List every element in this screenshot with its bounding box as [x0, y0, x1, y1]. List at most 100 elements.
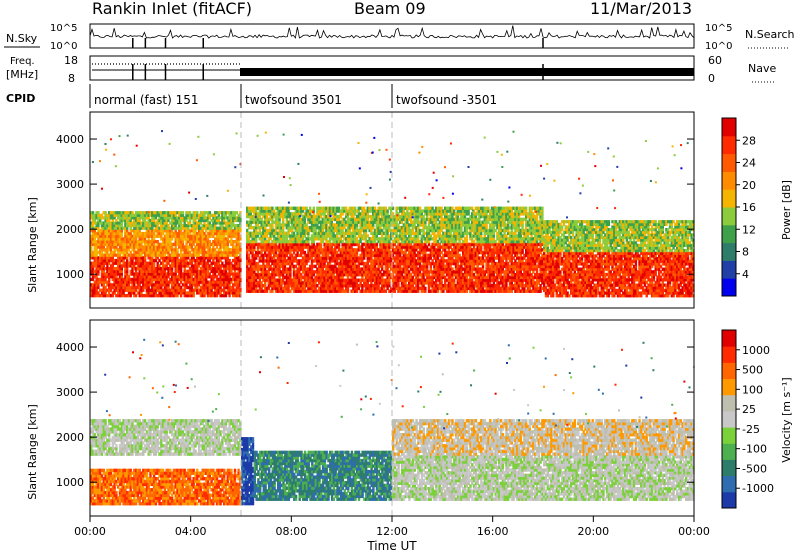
heatmap-cell — [203, 256, 206, 260]
heatmap-cell — [133, 253, 136, 257]
nave-tick-top: 60 — [708, 54, 722, 67]
heatmap-cell — [133, 234, 136, 238]
heatmap-cell — [239, 294, 242, 298]
heatmap-cell — [133, 256, 136, 260]
heatmap-cell — [205, 291, 208, 295]
heatmap-cell — [145, 231, 149, 236]
heatmap-cell — [185, 242, 188, 246]
heatmap-cell — [140, 240, 143, 244]
heatmap-cell — [154, 253, 158, 257]
heatmap-cell — [212, 277, 215, 282]
heatmap-cell — [197, 288, 201, 292]
heatmap-cell — [100, 261, 104, 265]
heatmap-cell — [140, 291, 143, 295]
cpid-row: normal (fast) 151 twofsound 3501 twofsound… — [89, 84, 497, 108]
heatmap-cell — [122, 285, 125, 290]
heatmap-cell — [176, 237, 179, 241]
heatmap-cell — [93, 240, 96, 244]
heatmap-cell — [120, 240, 123, 244]
heatmap-cell — [215, 267, 219, 271]
heatmap-cell — [181, 248, 185, 252]
heatmap-cell — [156, 269, 159, 273]
heatmap-cell — [126, 231, 129, 236]
heatmap-cell — [145, 248, 149, 252]
heatmap-cell — [219, 283, 222, 287]
heatmap-cell — [156, 272, 159, 276]
heatmap-cell — [239, 277, 242, 282]
heatmap-cell — [169, 272, 172, 276]
heatmap-cell — [124, 242, 127, 246]
heatmap-cell — [206, 267, 210, 271]
heatmap-cell — [228, 272, 231, 276]
heatmap-cell — [161, 280, 165, 284]
heatmap-cell — [142, 267, 145, 271]
heatmap-cell — [237, 280, 240, 284]
heatmap-cell — [205, 269, 208, 273]
heatmap-cell — [93, 261, 96, 265]
heatmap-cell — [99, 242, 102, 246]
heatmap-cell — [97, 231, 100, 236]
heatmap-cell — [127, 245, 131, 249]
heatmap-cell — [124, 267, 127, 271]
heatmap-cell — [142, 240, 145, 244]
heatmap-cell — [228, 258, 231, 263]
heatmap-cell — [161, 275, 165, 279]
heatmap-cell — [194, 258, 197, 263]
heatmap-cell — [163, 291, 167, 295]
heatmap-cell — [134, 269, 138, 273]
heatmap-cell — [169, 234, 172, 238]
heatmap-cell — [152, 264, 156, 268]
heatmap-cell — [156, 229, 159, 233]
heatmap-cell — [134, 272, 138, 276]
heatmap-cell — [167, 253, 170, 257]
heatmap-cell — [108, 272, 111, 276]
heatmap-cell — [219, 291, 222, 295]
heatmap-cell — [102, 283, 105, 287]
heatmap-cell — [129, 285, 132, 290]
heatmap-cell — [210, 291, 213, 295]
heatmap-cell — [154, 229, 158, 233]
heatmap-cell — [170, 272, 174, 276]
heatmap-cell — [151, 240, 154, 244]
heatmap-cell — [149, 264, 152, 268]
heatmap-cell — [126, 261, 129, 265]
heatmap-cell — [179, 250, 183, 255]
heatmap-cell — [149, 258, 152, 263]
heatmap-cell — [124, 272, 127, 276]
heatmap-cell — [100, 245, 104, 249]
heatmap-cell — [136, 245, 140, 249]
heatmap-cell — [212, 272, 215, 276]
heatmap-cell — [226, 258, 229, 263]
heatmap-cell — [142, 272, 145, 276]
heatmap-cell — [215, 275, 219, 279]
heatmap-cell — [149, 283, 152, 287]
heatmap-cell — [127, 240, 131, 244]
heatmap-cell — [151, 267, 154, 271]
heatmap-cell — [99, 267, 102, 271]
heatmap-cell — [145, 234, 149, 238]
heatmap-cell — [176, 248, 179, 252]
heatmap-cell — [239, 258, 242, 263]
heatmap-cell — [100, 277, 104, 282]
heatmap-cell — [99, 229, 102, 233]
heatmap-cell — [215, 269, 219, 273]
heatmap-cell — [133, 285, 136, 290]
heatmap-cell — [161, 264, 165, 268]
heatmap-cell — [165, 291, 168, 295]
cpid-segment-label: twofsound -3501 — [396, 93, 497, 107]
heatmap-cell — [183, 261, 186, 265]
heatmap-cell — [165, 283, 168, 287]
heatmap-cell — [174, 256, 177, 260]
heatmap-cell — [126, 264, 129, 268]
heatmap-cell — [158, 272, 161, 276]
heatmap-cell — [93, 231, 96, 236]
heatmap-cell — [95, 250, 98, 255]
heatmap-cell — [192, 256, 195, 260]
heatmap-cell — [214, 261, 217, 265]
heatmap-cell — [126, 248, 129, 252]
heatmap-cell — [237, 294, 240, 298]
heatmap-cell — [219, 269, 222, 273]
heatmap-cell — [194, 277, 197, 282]
heatmap-cell — [151, 242, 154, 246]
heatmap-cell — [160, 275, 163, 279]
